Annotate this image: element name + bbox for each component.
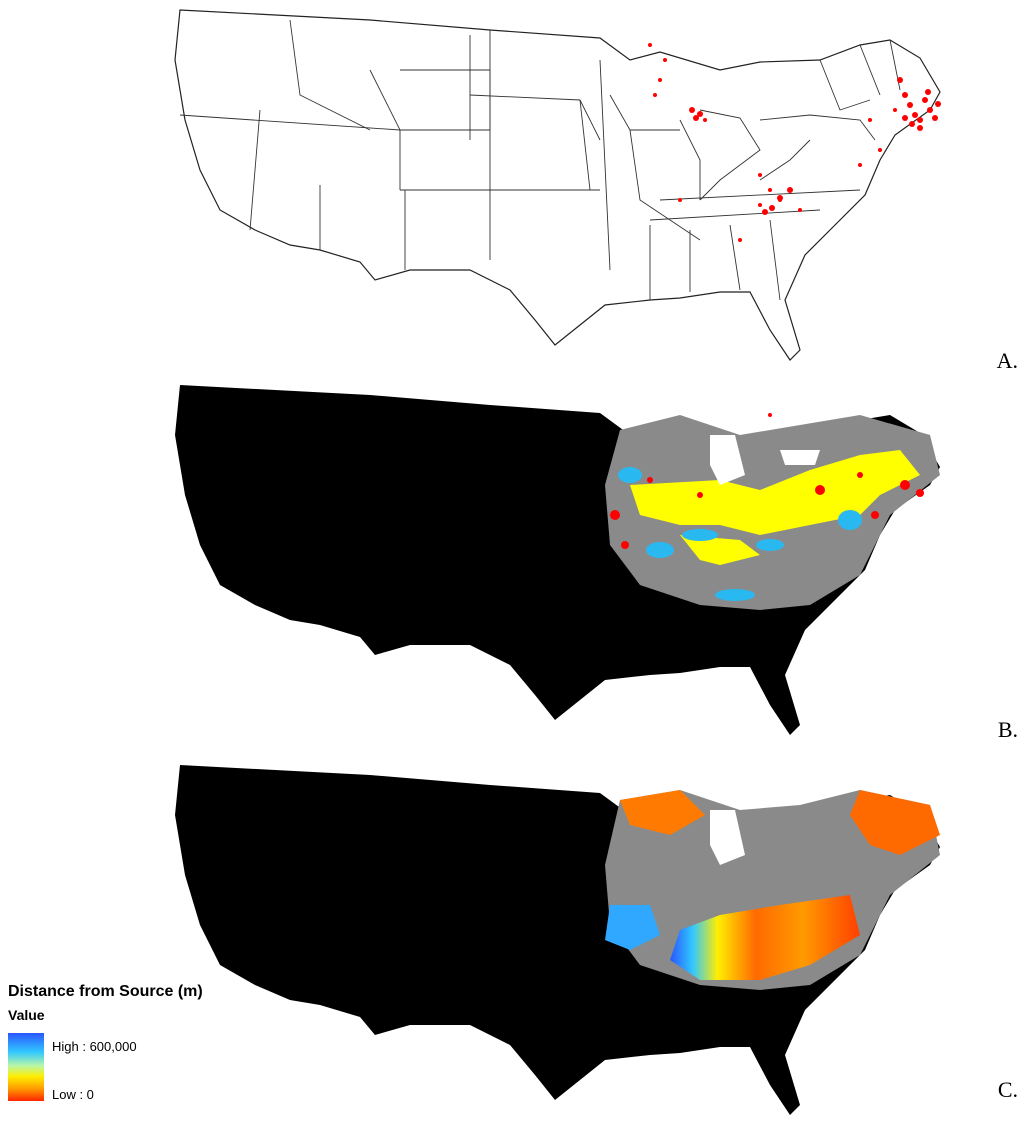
state-borders	[179, 19, 901, 301]
us-state-map-a	[174, 9, 941, 361]
legend: Distance from Source (m) Value High : 60…	[8, 983, 248, 1108]
lake-michigan	[710, 810, 745, 865]
orange-northeast	[850, 790, 940, 855]
us-habitat-map-b	[175, 385, 940, 735]
blue-patches	[618, 467, 862, 601]
panel-a: A.	[0, 0, 1024, 373]
legend-color-ramp	[8, 1033, 44, 1101]
panel-label-c: C.	[997, 1077, 1018, 1102]
orange-southeast	[670, 895, 860, 980]
legend-low-label: Low : 0	[52, 1087, 94, 1102]
legend-subtitle: Value	[8, 1007, 45, 1023]
red-patches	[610, 413, 924, 549]
lake-erie	[780, 450, 820, 465]
us-distance-map-c	[175, 765, 940, 1115]
panel-b: B.	[0, 375, 1024, 745]
blue-west	[605, 905, 660, 950]
legend-title: Distance from Source (m)	[8, 983, 203, 1000]
lake-michigan	[710, 435, 745, 485]
panel-label-a: A.	[996, 348, 1018, 373]
sample-points	[648, 43, 941, 242]
panel-c: C.	[0, 755, 1024, 1115]
panel-label-b: B.	[997, 717, 1018, 742]
legend-high-label: High : 600,000	[52, 1039, 137, 1054]
orange-north	[620, 790, 705, 835]
